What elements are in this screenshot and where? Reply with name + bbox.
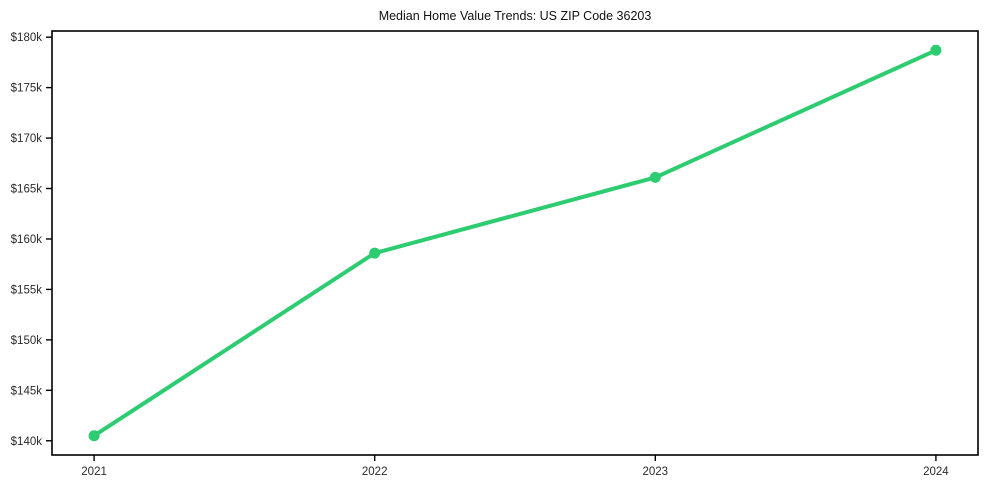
y-axis-tick-label: $160k xyxy=(11,234,43,246)
data-point-marker xyxy=(930,44,942,56)
y-axis-tick-label: $150k xyxy=(11,335,43,347)
y-axis-tick-label: $170k xyxy=(11,133,43,145)
y-axis-tick-label: $175k xyxy=(11,83,43,95)
data-point-marker xyxy=(649,171,661,183)
x-axis-tick-label: 2022 xyxy=(362,466,388,478)
x-axis-tick-label: 2023 xyxy=(643,466,669,478)
y-axis-tick-label: $165k xyxy=(11,184,43,196)
y-axis-tick-label: $145k xyxy=(11,385,43,397)
y-axis-tick-label: $140k xyxy=(11,436,43,448)
data-point-marker xyxy=(369,247,381,259)
x-axis-tick-label: 2021 xyxy=(81,466,107,478)
series-line xyxy=(92,48,938,438)
y-axis-tick-label: $180k xyxy=(11,32,43,44)
data-point-marker xyxy=(88,430,100,442)
x-axis-tick-label: 2024 xyxy=(923,466,949,478)
y-axis-tick-label: $155k xyxy=(11,284,43,296)
chart-title: Median Home Value Trends: US ZIP Code 36… xyxy=(379,9,652,23)
plot-frame xyxy=(51,30,979,456)
